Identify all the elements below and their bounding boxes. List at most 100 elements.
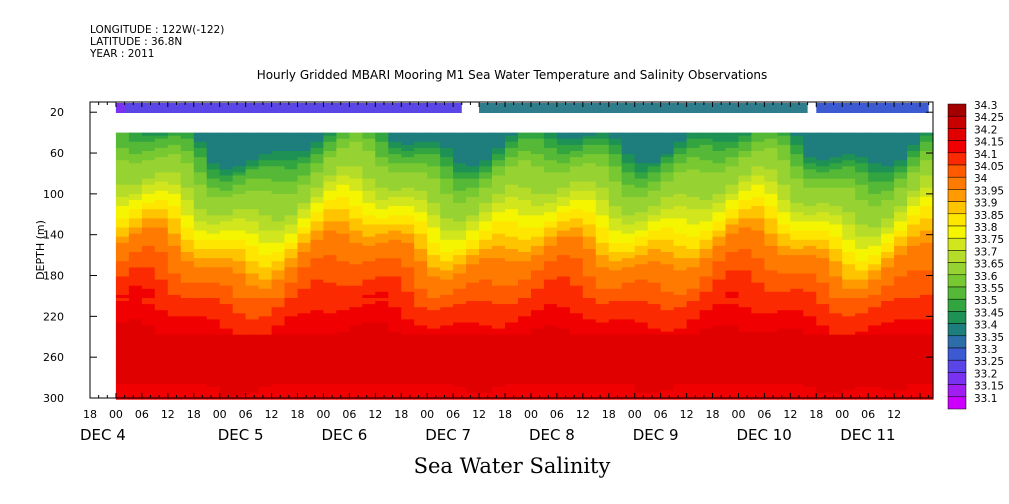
heatmap-cell <box>816 245 830 250</box>
heatmap-cell <box>245 160 260 164</box>
heatmap-cell <box>323 230 337 235</box>
heatmap-cell <box>453 383 467 388</box>
heatmap-cell <box>621 163 636 167</box>
heatmap-cell <box>219 224 234 229</box>
heatmap-cell <box>842 362 856 366</box>
heatmap-cell <box>634 316 649 320</box>
heatmap-cell <box>660 154 675 158</box>
heatmap-cell <box>440 322 454 327</box>
heatmap-cell <box>621 157 636 161</box>
heatmap-cell <box>712 386 727 391</box>
heatmap-cell <box>621 184 636 189</box>
heatmap-cell <box>634 353 649 357</box>
heatmap-cell <box>141 386 156 391</box>
heatmap-cell <box>569 386 584 391</box>
heatmap-cell <box>531 291 545 296</box>
heatmap-cell <box>582 144 597 149</box>
heatmap-cell <box>167 218 182 223</box>
heatmap-cell <box>725 291 740 296</box>
heatmap-cell <box>492 193 506 198</box>
heatmap-cell <box>725 298 740 302</box>
heatmap-cell <box>375 190 389 195</box>
heatmap-cell <box>271 144 286 149</box>
heatmap-cell <box>388 316 402 320</box>
heatmap-cell <box>310 258 325 262</box>
heatmap-cell <box>569 249 584 253</box>
heatmap-cell <box>427 319 441 324</box>
heatmap-cell <box>440 328 454 333</box>
heatmap-cell <box>492 203 506 207</box>
heatmap-cell <box>829 157 843 161</box>
heatmap-cell <box>206 181 221 186</box>
heatmap-cell <box>582 261 597 265</box>
heatmap-cell <box>738 206 753 210</box>
heatmap-cell <box>751 307 765 311</box>
heatmap-cell <box>141 288 156 293</box>
heatmap-cell <box>790 209 804 213</box>
heatmap-cell <box>479 288 493 293</box>
heatmap-cell <box>180 273 195 278</box>
heatmap-cell <box>245 279 260 284</box>
heatmap-cell <box>479 285 493 290</box>
heatmap-cell <box>751 368 765 373</box>
heatmap-cell <box>167 227 182 232</box>
heatmap-cell <box>764 359 778 363</box>
heatmap-cell <box>777 270 791 275</box>
heatmap-cell <box>518 264 532 268</box>
heatmap-cell <box>790 224 804 229</box>
heatmap-cell <box>803 132 817 137</box>
heatmap-cell <box>232 368 247 373</box>
heatmap-cell <box>336 392 350 397</box>
heatmap-cell <box>686 245 701 250</box>
heatmap-cell <box>193 337 208 342</box>
heatmap-cell <box>621 193 636 198</box>
heatmap-cell <box>323 160 337 164</box>
heatmap-cell <box>738 319 753 324</box>
heatmap-cell <box>725 157 740 161</box>
heatmap-cell <box>829 193 843 198</box>
heatmap-cell <box>634 178 649 183</box>
heatmap-cell <box>725 151 740 155</box>
heatmap-cell <box>660 147 675 152</box>
heatmap-cell <box>712 307 727 311</box>
heatmap-cell <box>271 151 286 155</box>
heatmap-cell <box>401 193 415 198</box>
heatmap-cell <box>790 215 804 219</box>
heatmap-cell <box>686 160 701 164</box>
heatmap-cell <box>647 270 662 275</box>
heatmap-cell <box>505 151 519 155</box>
heatmap-cell <box>816 157 830 161</box>
heatmap-cell <box>258 203 273 207</box>
heatmap-cell <box>245 190 260 195</box>
heatmap-cell <box>193 249 208 253</box>
heatmap-cell <box>115 154 130 158</box>
salinity-field <box>115 103 934 400</box>
heatmap-cell <box>232 331 247 336</box>
heatmap-cell <box>673 249 688 253</box>
heatmap-cell <box>141 316 156 320</box>
heatmap-cell <box>595 236 610 241</box>
heatmap-cell <box>803 227 817 232</box>
heatmap-cell <box>595 175 610 180</box>
heatmap-cell <box>790 316 804 320</box>
heatmap-cell <box>128 288 143 293</box>
heatmap-cell <box>427 383 441 388</box>
heatmap-cell <box>569 230 584 235</box>
heatmap-cell <box>284 325 299 330</box>
heatmap-cell <box>608 319 623 324</box>
heatmap-cell <box>453 242 467 247</box>
heatmap-cell <box>492 285 506 290</box>
heatmap-cell <box>647 258 662 262</box>
heatmap-cell <box>362 135 376 140</box>
heatmap-cell <box>154 249 169 253</box>
heatmap-cell <box>427 169 441 174</box>
heatmap-cell <box>556 353 571 357</box>
heatmap-cell <box>712 389 727 394</box>
heatmap-cell <box>401 236 415 241</box>
heatmap-cell <box>738 267 753 272</box>
heatmap-cell <box>245 221 260 226</box>
heatmap-cell <box>284 239 299 244</box>
heatmap-cell <box>245 178 260 183</box>
heatmap-cell <box>569 190 584 195</box>
heatmap-cell <box>115 359 130 363</box>
